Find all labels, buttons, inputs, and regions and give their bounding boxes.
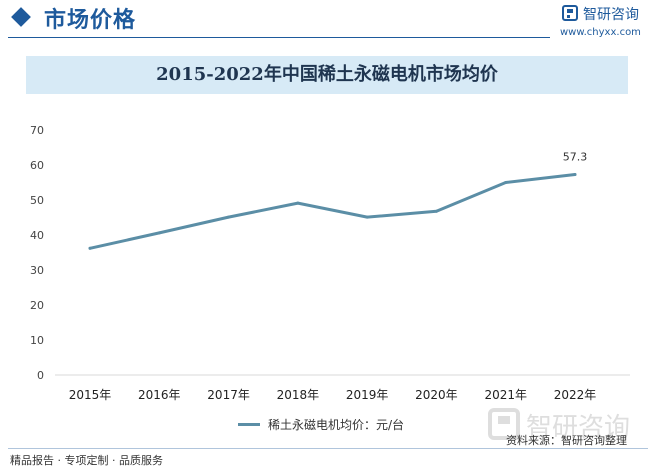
x-tick-label: 2018年	[277, 388, 320, 402]
x-tick-label: 2021年	[484, 388, 527, 402]
footer-divider	[8, 448, 648, 449]
y-tick-label: 20	[30, 299, 44, 312]
y-tick-label: 10	[30, 334, 44, 347]
legend-swatch	[238, 423, 260, 426]
watermark-logo: 智研咨询	[488, 408, 630, 443]
y-tick-label: 60	[30, 159, 44, 172]
data-point	[296, 201, 300, 205]
diamond-icon	[11, 7, 31, 27]
series-line	[88, 172, 577, 250]
x-tick-label: 2015年	[69, 388, 112, 402]
footer: 精品报告 · 专项定制 · 品质服务 资料来源：智研咨询整理	[0, 434, 658, 472]
section-title: 市场价格	[44, 8, 137, 33]
line-chart: 0 10 20 30 40 50 60 70 2015年 2016年 2017年 2018年 2019年…	[30, 124, 630, 402]
y-tick-label: 0	[37, 369, 44, 382]
y-tick-label: 50	[30, 194, 44, 207]
header-divider	[8, 37, 550, 38]
y-tick-label: 40	[30, 229, 44, 242]
data-point	[365, 215, 369, 219]
brand-logo-icon	[562, 5, 578, 21]
legend-label: 稀土永磁电机均价：元/台	[268, 418, 405, 432]
data-point	[157, 231, 161, 235]
x-tick-label: 2020年	[415, 388, 458, 402]
y-tick-label: 70	[30, 124, 44, 137]
svg-text:智研咨询: 智研咨询	[526, 413, 630, 443]
chart-title: 2015-2022年中国稀土永磁电机市场均价	[156, 64, 498, 85]
data-point	[227, 215, 231, 219]
brand-name: 智研咨询	[583, 7, 639, 23]
data-label: 57.3	[563, 150, 588, 163]
x-tick-label: 2017年	[207, 388, 250, 402]
data-point	[573, 172, 577, 176]
data-source: 资料来源：智研咨询整理	[506, 434, 627, 447]
brand-url: www.chyxx.com	[560, 27, 641, 38]
data-point	[434, 209, 438, 213]
data-point	[504, 181, 508, 184]
x-tick-label: 2022年	[554, 388, 597, 402]
chart-title-band: 2015-2022年中国稀土永磁电机市场均价	[26, 56, 628, 94]
header: 市场价格 智研咨询 www.chyxx.com	[0, 0, 658, 40]
data-point	[88, 246, 92, 250]
x-tick-label: 2019年	[346, 388, 389, 402]
y-tick-label: 30	[30, 264, 44, 277]
footer-tagline: 精品报告 · 专项定制 · 品质服务	[10, 454, 163, 467]
x-tick-label: 2016年	[138, 388, 181, 402]
